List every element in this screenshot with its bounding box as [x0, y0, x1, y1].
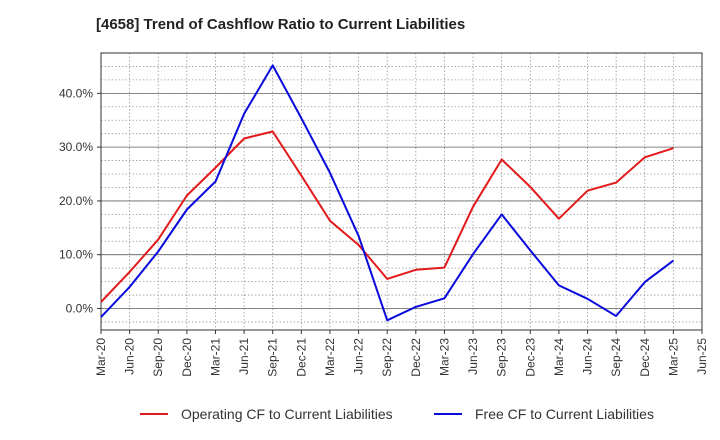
y-tick-label: 0.0% — [66, 301, 94, 315]
x-tick-label: Jun-21 — [237, 338, 251, 375]
x-tick-label: Mar-21 — [208, 338, 222, 376]
series-line-operating-cf — [100, 130, 674, 303]
x-tick-label: Dec-22 — [409, 338, 423, 377]
plot-frame — [100, 52, 703, 331]
x-tick-label: Dec-20 — [180, 338, 194, 377]
y-tick-label: 10.0% — [59, 248, 93, 262]
x-tick-label: Mar-20 — [94, 338, 108, 376]
y-tick-label: 30.0% — [59, 140, 93, 154]
x-tick-label: Dec-23 — [523, 338, 537, 377]
x-tick-label: Jun-20 — [123, 338, 137, 375]
x-tick-label: Dec-21 — [294, 338, 308, 377]
series-line-free-cf — [100, 64, 675, 322]
x-tick-label: Mar-23 — [437, 338, 451, 376]
x-tick-label: Dec-24 — [638, 338, 652, 377]
x-tick-label: Jun-23 — [466, 338, 480, 375]
x-tick-label: Jun-22 — [352, 338, 366, 375]
x-tick-label: Sep-21 — [266, 338, 280, 377]
x-tick-label: Sep-24 — [609, 338, 623, 377]
chart-title: [4658] Trend of Cashflow Ratio to Curren… — [96, 16, 466, 33]
plot-area — [101, 53, 702, 330]
x-tick-label: Sep-23 — [495, 338, 509, 377]
x-tick-label: Mar-22 — [323, 338, 337, 376]
y-tick-label: 20.0% — [59, 194, 93, 208]
x-tick-label: Mar-24 — [552, 338, 566, 376]
legend-label: Free CF to Current Liabilities — [475, 406, 654, 422]
x-tick-label: Jun-25 — [695, 338, 709, 375]
x-tick-label: Mar-25 — [666, 338, 680, 376]
x-tick-label: Sep-22 — [380, 338, 394, 377]
x-tick-label: Sep-20 — [151, 338, 165, 377]
y-tick-label: 40.0% — [59, 86, 93, 100]
legend-label: Operating CF to Current Liabilities — [181, 406, 393, 422]
x-tick-label: Jun-24 — [581, 338, 595, 375]
